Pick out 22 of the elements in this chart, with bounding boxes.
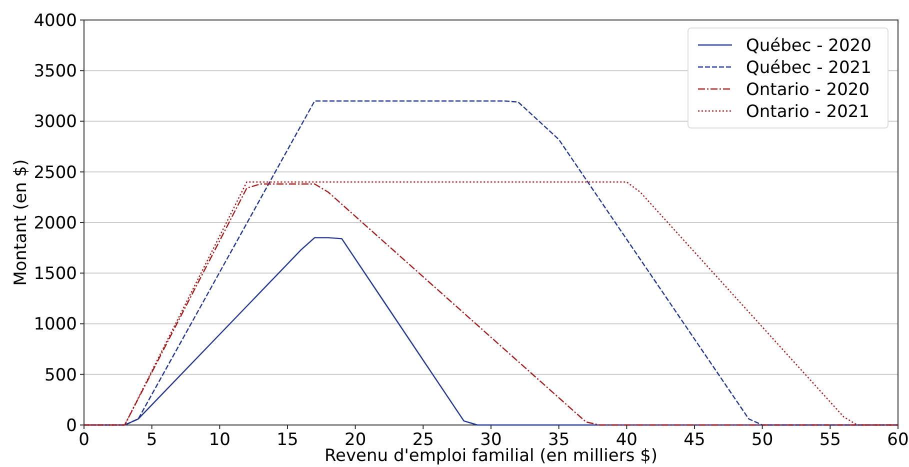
y-tick-label: 3000 bbox=[34, 112, 77, 132]
y-tick-label: 0 bbox=[66, 416, 77, 436]
legend-label: Ontario - 2021 bbox=[746, 102, 870, 122]
y-axis-title: Montant (en $) bbox=[11, 159, 31, 286]
y-tick-label: 3500 bbox=[34, 62, 77, 82]
y-tick-label: 4000 bbox=[34, 10, 77, 31]
x-tick-label: 45 bbox=[684, 430, 706, 450]
y-tick-label: 2500 bbox=[34, 162, 77, 183]
x-tick-label: 0 bbox=[78, 430, 90, 450]
x-tick-label: 60 bbox=[887, 430, 909, 450]
y-tick-label: 500 bbox=[44, 365, 77, 386]
x-tick-label: 50 bbox=[752, 430, 774, 450]
x-tick-label: 5 bbox=[146, 430, 158, 450]
y-tick-label: 1000 bbox=[34, 314, 77, 335]
x-tick-label: 15 bbox=[276, 430, 298, 450]
x-tick-label: 10 bbox=[208, 430, 230, 450]
legend-label: Québec - 2020 bbox=[746, 36, 872, 56]
legend-label: Ontario - 2020 bbox=[746, 80, 870, 100]
y-tick-label: 2000 bbox=[34, 213, 77, 234]
x-tick-label: 55 bbox=[819, 430, 841, 450]
y-tick-label: 1500 bbox=[34, 264, 77, 284]
legend-label: Québec - 2021 bbox=[746, 58, 872, 78]
